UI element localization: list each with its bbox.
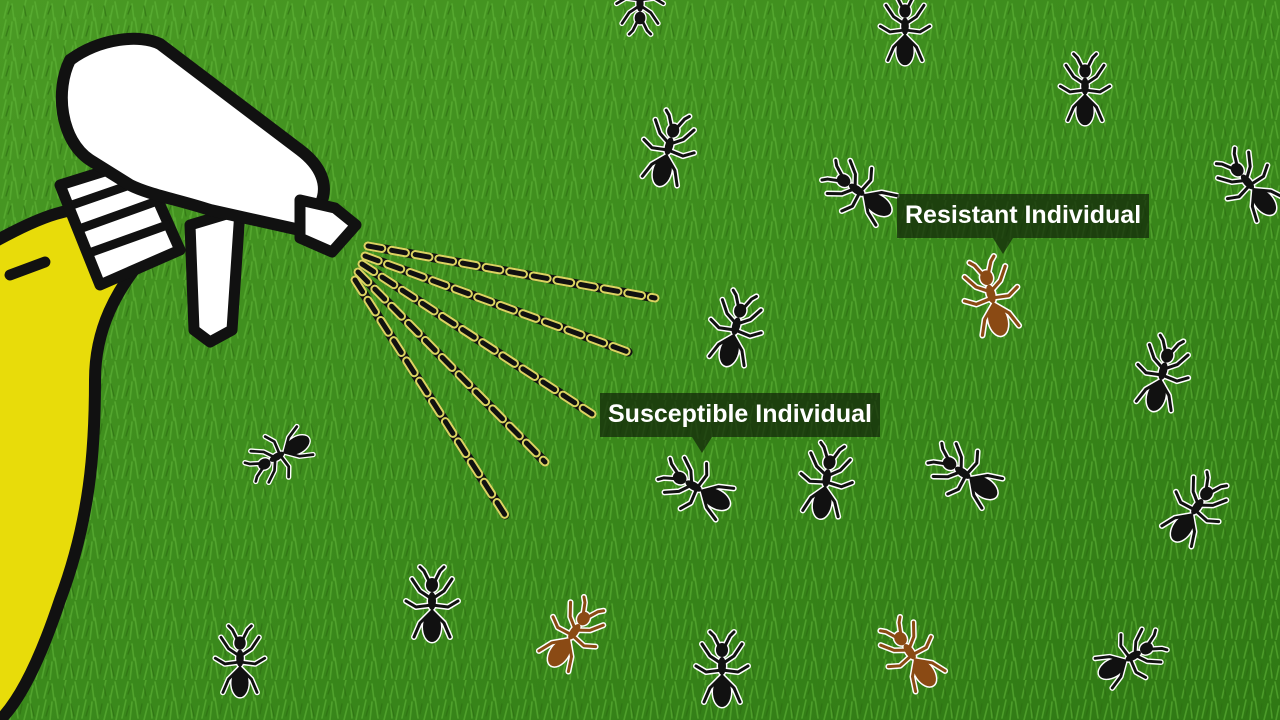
susceptible-ant bbox=[798, 439, 856, 521]
susceptible-ant bbox=[1092, 626, 1170, 691]
bottle-body bbox=[0, 203, 156, 720]
susceptible-ant bbox=[1057, 51, 1113, 127]
susceptible-ant bbox=[1213, 145, 1280, 225]
susceptible-ant bbox=[242, 423, 316, 485]
susceptible-ant bbox=[924, 440, 1006, 512]
susceptible-ant bbox=[639, 107, 698, 189]
sprayer-head bbox=[55, 32, 330, 236]
nozzle bbox=[294, 194, 362, 258]
susceptible-ant bbox=[403, 564, 461, 644]
susceptible-ant bbox=[613, 0, 667, 37]
resistant-ant bbox=[961, 253, 1023, 339]
susceptible-individual-label: Susceptible Individual bbox=[600, 393, 880, 453]
spray-mist bbox=[350, 241, 660, 520]
susceptible-ant bbox=[877, 0, 933, 67]
susceptible-ant bbox=[706, 287, 765, 369]
susceptible-ant bbox=[1133, 332, 1192, 414]
resistant-ant bbox=[877, 613, 949, 695]
susceptible-ant bbox=[212, 623, 268, 699]
susceptible-ant bbox=[693, 629, 751, 709]
susceptible-ant bbox=[655, 454, 737, 523]
trigger bbox=[184, 204, 246, 348]
susceptible-ant bbox=[818, 157, 900, 229]
resistant-ant bbox=[535, 593, 607, 675]
resistant-individual-label: Resistant Individual bbox=[897, 194, 1150, 254]
bottle-highlight bbox=[4, 256, 51, 281]
susceptible-ant bbox=[1158, 468, 1230, 550]
